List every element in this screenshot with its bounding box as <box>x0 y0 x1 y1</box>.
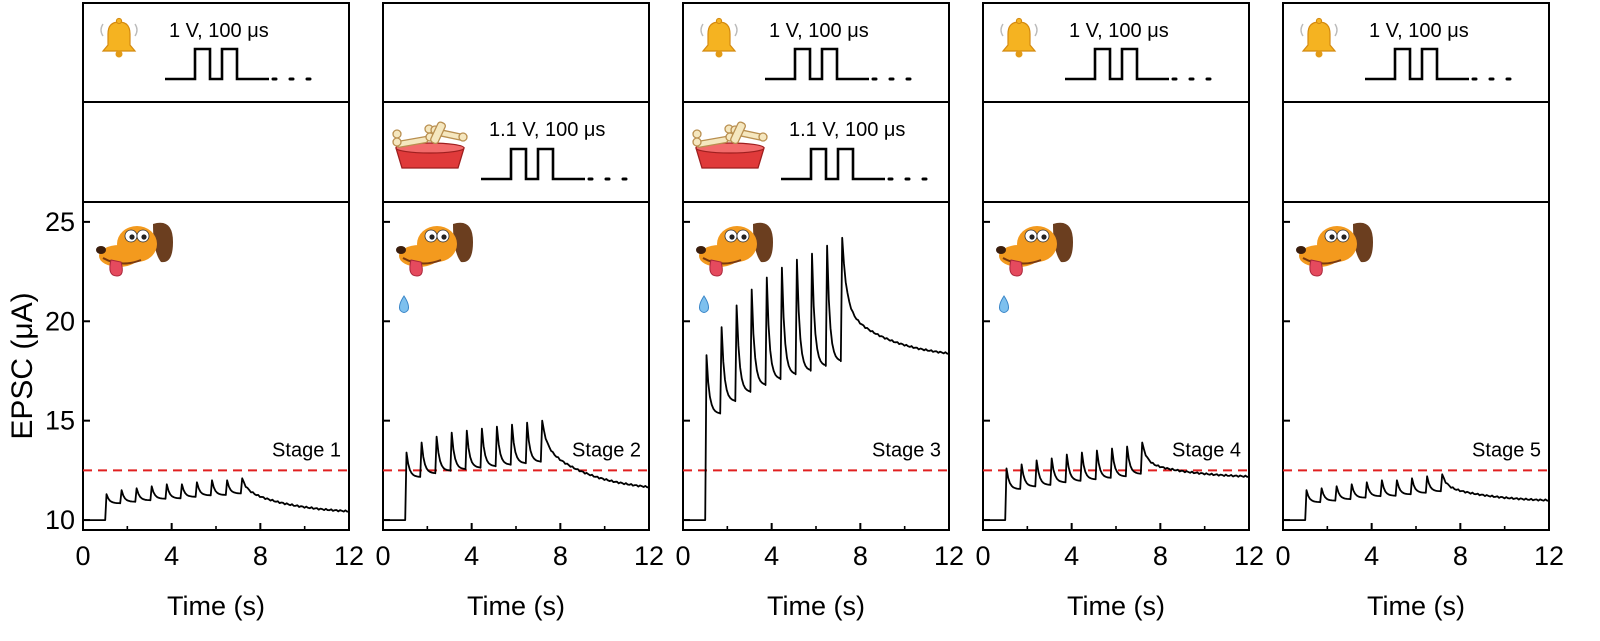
x-tick-label: 8 <box>253 541 268 571</box>
x-tick-label: 8 <box>1153 541 1168 571</box>
x-tick-label: 4 <box>1064 541 1079 571</box>
y-tick-label: 20 <box>45 306 75 336</box>
stage-panel-2: 1.1 V, 100 μs Stage 2 0 4 8 12 Time (s) <box>375 2 664 621</box>
epsc-trace <box>83 477 350 521</box>
saliva-drop-icon <box>999 295 1009 313</box>
bell-pulse-label: 1 V, 100 μs <box>769 20 869 42</box>
y-tick-label: 10 <box>45 505 75 535</box>
food-pulse-waveform <box>481 147 585 181</box>
bell-icon <box>100 17 138 59</box>
x-tick-label: 12 <box>334 541 364 571</box>
stage-label: Stage 3 <box>872 439 941 461</box>
stage-panel-1: 1 V, 100 μs Stage 1 0 4 8 12 10 15 20 25 Time (s) <box>45 2 364 621</box>
stage-label: Stage 4 <box>1172 439 1241 461</box>
x-tick-label: 8 <box>553 541 568 571</box>
dog-head-icon <box>395 221 474 277</box>
x-tick-label: 4 <box>764 541 779 571</box>
x-tick-label: 8 <box>853 541 868 571</box>
x-axis-label: Time (s) <box>1067 591 1165 621</box>
x-tick-label: 4 <box>164 541 179 571</box>
bell-icon <box>1000 17 1038 59</box>
y-axis-label: EPSC (μA) <box>6 292 39 439</box>
food-pulse-label: 1.1 V, 100 μs <box>789 119 905 141</box>
dog-head-icon <box>95 221 174 277</box>
x-axis-label: Time (s) <box>767 591 865 621</box>
stage-panel-4: 1 V, 100 μs Stage 4 0 4 8 12 Time (s) <box>975 2 1264 621</box>
x-tick-label: 0 <box>375 541 390 571</box>
dog-head-icon <box>1295 221 1374 277</box>
food-pulse-waveform <box>781 147 885 181</box>
x-axis-label: Time (s) <box>467 591 565 621</box>
bell-pulse-label: 1 V, 100 μs <box>1369 20 1469 42</box>
bell-pulse-label: 1 V, 100 μs <box>169 20 269 42</box>
food-pulse-label: 1.1 V, 100 μs <box>489 119 605 141</box>
stage-panel-3: 1 V, 100 μs 1.1 V, 100 μs Stage 3 0 4 8 12 Time… <box>675 2 964 621</box>
bell-icon <box>1300 17 1338 59</box>
saliva-drop-icon <box>399 295 409 313</box>
stage-label: Stage 1 <box>272 439 341 461</box>
saliva-drop-icon <box>699 295 709 313</box>
stage-label: Stage 5 <box>1472 439 1541 461</box>
epsc-trace <box>683 236 950 521</box>
y-tick-label: 15 <box>45 406 75 436</box>
x-axis-label: Time (s) <box>167 591 265 621</box>
y-tick-label: 25 <box>45 207 75 237</box>
x-tick-label: 12 <box>1534 541 1564 571</box>
epsc-trace <box>383 419 650 521</box>
epsc-trace <box>1283 473 1550 521</box>
x-tick-label: 12 <box>934 541 964 571</box>
epsc-trace <box>983 441 1250 521</box>
x-tick-label: 12 <box>1234 541 1264 571</box>
x-axis-label: Time (s) <box>1367 591 1465 621</box>
stage-label: Stage 2 <box>572 439 641 461</box>
bell-pulse-label: 1 V, 100 μs <box>1069 20 1169 42</box>
x-tick-label: 0 <box>1275 541 1290 571</box>
bell-pulse-waveform <box>1365 47 1469 81</box>
dog-head-icon <box>995 221 1074 277</box>
x-tick-label: 8 <box>1453 541 1468 571</box>
x-tick-label: 4 <box>464 541 479 571</box>
bell-pulse-waveform <box>1065 47 1169 81</box>
bell-pulse-waveform <box>765 47 869 81</box>
dog-bowl-with-bones-icon <box>392 120 468 169</box>
x-tick-label: 0 <box>975 541 990 571</box>
x-tick-label: 12 <box>634 541 664 571</box>
bell-icon <box>700 17 738 59</box>
dog-bowl-with-bones-icon <box>692 120 768 169</box>
x-tick-label: 0 <box>75 541 90 571</box>
bell-pulse-waveform <box>165 47 269 81</box>
stage-panel-5: 1 V, 100 μs Stage 5 0 4 8 12 Time (s) <box>1275 2 1564 621</box>
x-tick-label: 0 <box>675 541 690 571</box>
dog-head-icon <box>695 221 774 277</box>
x-tick-label: 4 <box>1364 541 1379 571</box>
